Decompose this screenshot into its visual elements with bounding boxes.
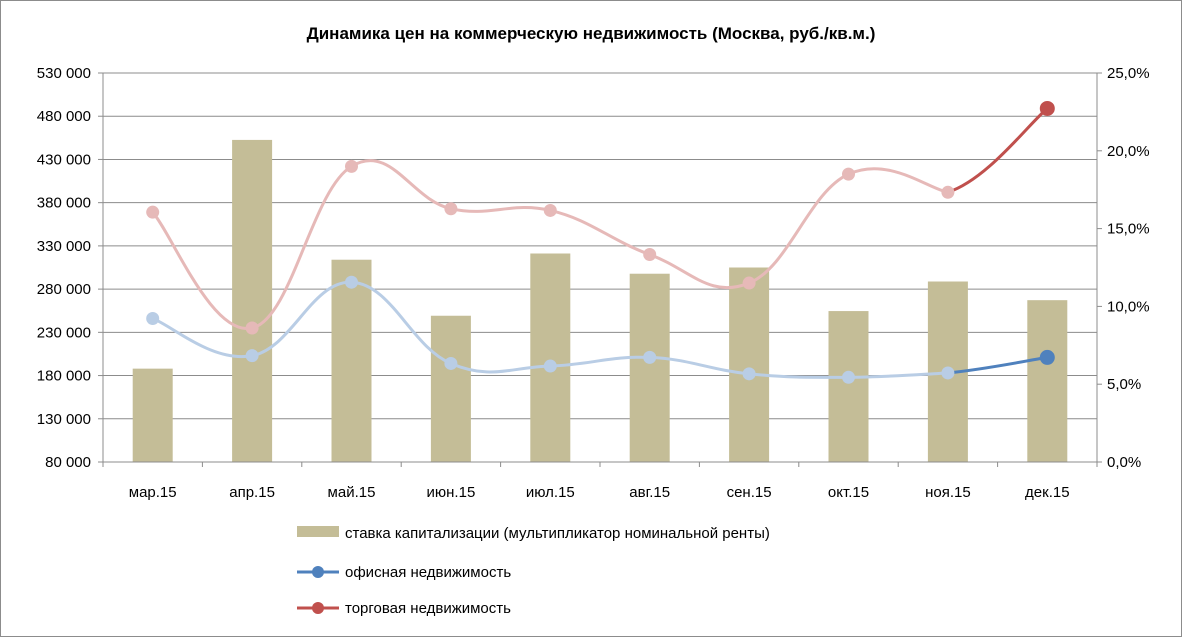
office-point — [842, 370, 855, 384]
retail-point — [245, 321, 259, 335]
y2-tick-label: 0,0% — [1107, 454, 1141, 471]
legend-marker — [312, 566, 324, 578]
y-tick-label: 180 000 — [37, 368, 91, 385]
right-axis-labels: 0,0% 5,0% 10,0% 15,0% 20,0% 25,0% — [1107, 65, 1150, 471]
bar — [530, 253, 571, 462]
retail-point — [543, 203, 557, 217]
x-tick-label: май.15 — [328, 484, 376, 501]
x-tick-label: апр.15 — [229, 484, 275, 501]
legend-marker — [312, 602, 324, 614]
x-tick-label: мар.15 — [129, 484, 177, 501]
axes — [98, 72, 1102, 467]
chart-title: Динамика цен на коммерческую недвижимост… — [307, 24, 876, 43]
retail-point — [643, 248, 657, 262]
retail-point — [941, 185, 955, 199]
office-point — [345, 275, 358, 289]
bar-series — [132, 139, 1068, 462]
y-tick-label: 130 000 — [37, 411, 91, 428]
retail-point — [146, 205, 160, 219]
retail-point — [742, 276, 756, 290]
x-tick-label: сен.15 — [727, 484, 772, 501]
y-tick-label: 430 000 — [37, 151, 91, 168]
line-series — [146, 100, 1055, 384]
y-tick-label: 280 000 — [37, 281, 91, 298]
y-tick-label: 230 000 — [37, 324, 91, 341]
office-point — [742, 367, 756, 381]
retail-point — [842, 167, 855, 181]
legend: ставка капитализации (мультипликатор ном… — [297, 525, 770, 617]
office-point — [1039, 349, 1055, 365]
bar — [132, 368, 173, 462]
bar — [629, 273, 670, 462]
bar — [430, 315, 471, 462]
retail-point — [1039, 100, 1055, 116]
x-axis-labels: мар.15 апр.15 май.15 июн.15 июл.15 авг.15 сен.… — [129, 484, 1070, 501]
legend-label: ставка капитализации (мультипликатор ном… — [345, 525, 770, 542]
office-point — [444, 356, 458, 370]
y2-tick-label: 10,0% — [1107, 298, 1150, 315]
x-tick-label: дек.15 — [1025, 484, 1070, 501]
y-tick-label: 480 000 — [37, 108, 91, 125]
office-point — [245, 349, 259, 363]
retail-line-last-segment — [947, 107, 1049, 194]
x-tick-label: июл.15 — [526, 484, 575, 501]
x-tick-label: авг.15 — [629, 484, 670, 501]
office-point — [543, 359, 557, 373]
office-line-faded — [152, 280, 948, 379]
left-axis-labels: 80 000 130 000 180 000 230 000 280 000 330 00… — [37, 65, 91, 471]
y-tick-label: 80 000 — [45, 454, 91, 471]
y-tick-label: 380 000 — [37, 195, 91, 212]
x-tick-label: ноя.15 — [925, 484, 971, 501]
office-point — [643, 350, 657, 364]
y-tick-label: 330 000 — [37, 238, 91, 255]
legend-label: торговая недвижимость — [345, 600, 511, 617]
retail-line-faded — [151, 159, 949, 330]
x-tick-label: окт.15 — [828, 484, 869, 501]
retail-point — [345, 159, 358, 173]
y2-tick-label: 25,0% — [1107, 65, 1150, 82]
bar — [331, 259, 372, 462]
office-point — [941, 366, 955, 380]
bar — [1027, 300, 1068, 462]
x-tick-label: июн.15 — [427, 484, 476, 501]
y2-tick-label: 5,0% — [1107, 376, 1141, 393]
bar — [232, 139, 273, 462]
retail-point — [444, 202, 458, 216]
bar — [828, 311, 869, 462]
y2-tick-label: 20,0% — [1107, 143, 1150, 160]
legend-bar-swatch — [297, 526, 339, 537]
legend-label: офисная недвижимость — [345, 564, 511, 581]
y-tick-label: 530 000 — [37, 65, 91, 82]
bar — [729, 267, 770, 462]
office-point — [146, 312, 160, 326]
y2-tick-label: 15,0% — [1107, 221, 1150, 238]
